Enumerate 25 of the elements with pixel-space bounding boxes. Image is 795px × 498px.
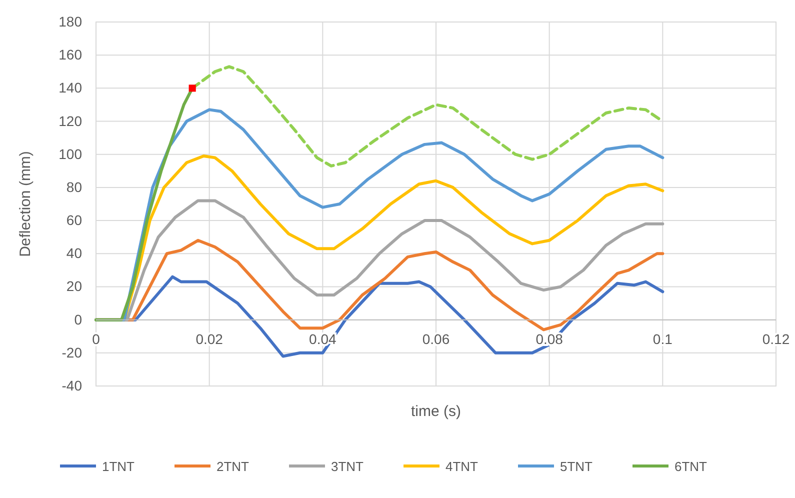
y-tick-label: 120 xyxy=(58,112,82,129)
y-tick-label: -40 xyxy=(62,377,82,394)
legend-label: 3TNT xyxy=(331,459,364,474)
y-tick-label: 0 xyxy=(74,311,82,328)
x-tick-label: 0.1 xyxy=(652,330,673,347)
y-tick-label: 40 xyxy=(66,245,82,262)
y-tick-label: 100 xyxy=(58,146,82,162)
legend-label: 1TNT xyxy=(102,459,135,474)
x-axis-title: time (s) xyxy=(411,403,461,420)
x-tick-label: 0 xyxy=(92,330,100,347)
legend-label: 4TNT xyxy=(446,459,478,474)
y-axis-title: Deflection (mm) xyxy=(17,151,34,257)
y-tick-label: 60 xyxy=(66,212,82,228)
y-tick-label: 20 xyxy=(66,278,82,294)
legend-label: 6TNT xyxy=(674,459,708,474)
legend-label: 2TNT xyxy=(216,459,250,474)
y-tick-label: 180 xyxy=(58,13,82,30)
x-tick-label: 0.02 xyxy=(196,330,224,347)
y-tick-label: 160 xyxy=(58,46,82,63)
legend-label: 5TNT xyxy=(560,459,593,474)
y-tick-label: 80 xyxy=(66,178,82,195)
y-tick-label: -20 xyxy=(62,344,82,360)
x-tick-label: 0.12 xyxy=(762,330,790,347)
y-tick-label: 140 xyxy=(58,80,82,96)
x-tick-label: 0.06 xyxy=(422,330,450,347)
